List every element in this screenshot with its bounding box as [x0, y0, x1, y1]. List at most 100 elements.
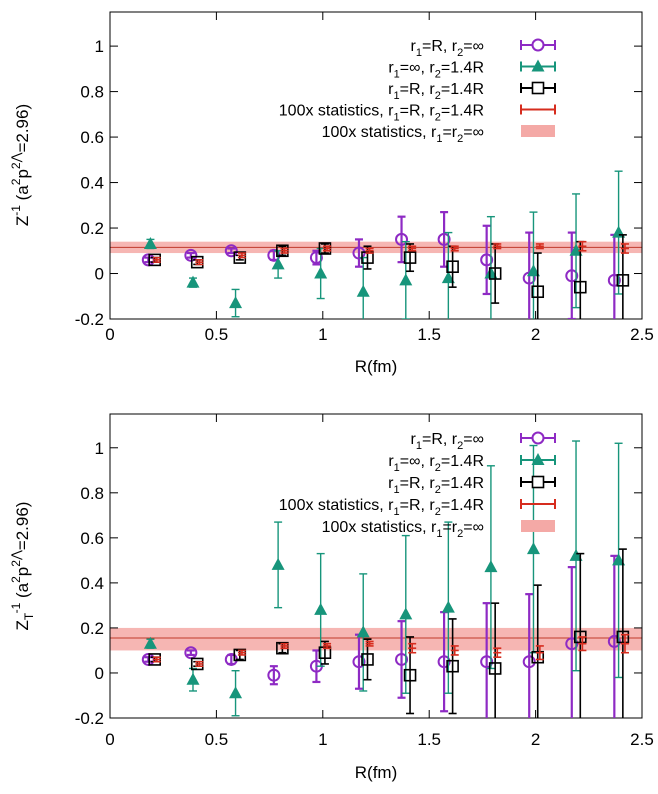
- x-tick-label: 1.5: [417, 730, 441, 749]
- data-point: [522, 655, 536, 669]
- y-tick-label: 1: [95, 37, 104, 56]
- chart-panel-1: -0.200.20.40.60.810 0.5 1 1.5 2 2.5R(fm)Z-1 (…: [9, 11, 654, 376]
- legend-symbol: [521, 520, 555, 532]
- legend-label: r1=R, r2=1.4R: [388, 475, 484, 496]
- x-tick-label: 1: [318, 325, 327, 344]
- data-point: [403, 251, 417, 264]
- legend-symbol: [531, 81, 545, 95]
- data-point: [224, 244, 238, 258]
- data-point: [314, 266, 328, 279]
- x-tick-label: 1.5: [417, 325, 441, 344]
- y-tick-label: 0.6: [80, 128, 104, 147]
- y-tick-label: 0.2: [80, 219, 104, 238]
- plot-frame: [109, 11, 643, 320]
- data-point: [361, 653, 374, 666]
- data-point: [399, 273, 413, 286]
- data-point: [488, 267, 502, 280]
- x-tick-label: 0.5: [205, 730, 229, 749]
- x-tick-label: 1: [318, 730, 327, 749]
- y-tick-label: -0.2: [75, 709, 104, 728]
- data-point: [356, 284, 370, 297]
- x-tick-label: 0: [105, 730, 114, 749]
- data-point: [446, 659, 459, 673]
- data-point: [612, 553, 626, 566]
- x-tick-label: 2: [531, 730, 540, 749]
- x-tick-label: 0.5: [205, 325, 229, 344]
- x-tick-label: 2.5: [630, 730, 654, 749]
- data-point: [616, 630, 630, 644]
- data-point: [526, 264, 540, 277]
- data-point: [352, 246, 366, 260]
- legend-symbol: [531, 59, 545, 72]
- data-point: [352, 655, 366, 669]
- data-point: [361, 251, 374, 264]
- x-tick-label: 2: [531, 325, 540, 344]
- data-layer: [141, 170, 630, 319]
- data-point: [484, 560, 498, 573]
- y-axis-label: ZT-1 (a2p2⋀=2.96): [9, 502, 36, 631]
- y-axis-label: Z-1 (a2p2⋀=2.96): [9, 104, 32, 226]
- data-point: [441, 271, 455, 284]
- data-point: [526, 542, 540, 555]
- data-point: [480, 655, 494, 669]
- data-point: [565, 269, 579, 283]
- legend-symbol: [531, 431, 545, 445]
- y-tick-label: -0.2: [75, 310, 104, 329]
- x-axis-label: R(fm): [355, 763, 397, 782]
- legend-label: 100x statistics, r1=R, r2=1.4R: [279, 103, 484, 124]
- data-point: [395, 652, 409, 666]
- y-tick-label: 0: [95, 265, 104, 284]
- data-point: [309, 251, 323, 265]
- y-tick-label: 0: [95, 664, 104, 683]
- legend-symbol: [531, 38, 545, 52]
- data-point: [184, 248, 198, 262]
- data-point: [229, 686, 243, 699]
- data-point: [480, 253, 494, 267]
- data-point: [403, 668, 417, 682]
- legend-label: r1=R, r2=1.4R: [388, 81, 484, 102]
- data-point: [229, 296, 243, 309]
- data-point: [186, 275, 200, 288]
- legend-label: 100x statistics, r1=r2=∞: [322, 519, 484, 540]
- data-point: [569, 548, 583, 561]
- x-axis-label: R(fm): [355, 357, 397, 376]
- chart-panel-2: -0.200.20.40.60.810 0.5 1 1.5 2 2.5R(fm)ZT-1 …: [9, 413, 654, 782]
- legend-symbol: [531, 453, 545, 465]
- data-point: [484, 266, 498, 279]
- data-point: [356, 625, 370, 638]
- data-point: [531, 650, 545, 664]
- legend-symbol: [521, 125, 555, 137]
- x-tick-label: 2.5: [630, 325, 654, 344]
- legend-symbol: [531, 475, 545, 489]
- data-point: [607, 273, 621, 287]
- plot-frame: [109, 413, 643, 719]
- data-point: [143, 236, 157, 249]
- legend-label: r1=R, r2=∞: [411, 431, 484, 452]
- data-point: [437, 655, 451, 669]
- data-point: [271, 257, 285, 270]
- data-point: [446, 260, 459, 273]
- data-point: [399, 607, 413, 620]
- y-tick-label: 1: [95, 439, 104, 458]
- data-layer: [141, 440, 630, 718]
- data-point: [318, 646, 332, 659]
- y-tick-label: 0.4: [80, 174, 104, 193]
- legend-label: r1=∞, r2=1.4R: [388, 60, 484, 81]
- data-point: [186, 672, 200, 685]
- data-point: [569, 243, 583, 256]
- data-point: [271, 557, 285, 570]
- y-tick-label: 0.6: [80, 529, 104, 548]
- legend-label: r1=R, r2=∞: [411, 38, 484, 59]
- x-tick-label: 0: [105, 325, 114, 344]
- data-point: [267, 668, 281, 682]
- data-point: [573, 280, 587, 294]
- y-tick-label: 0.8: [80, 83, 104, 102]
- data-point: [607, 634, 621, 648]
- reference-band: [110, 627, 642, 651]
- legend-label: 100x statistics, r1=r2=∞: [322, 124, 484, 145]
- data-point: [143, 636, 157, 649]
- data-point: [395, 232, 409, 246]
- data-point: [441, 600, 455, 613]
